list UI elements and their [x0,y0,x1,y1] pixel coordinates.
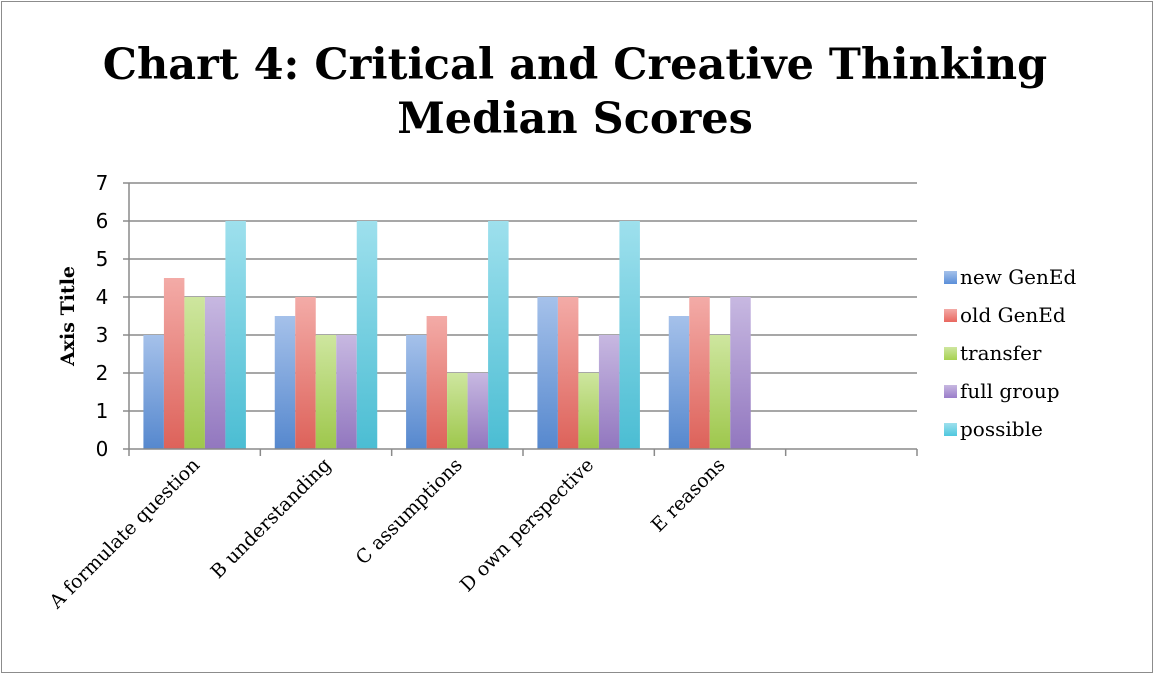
bar-new-gened-5 [668,316,690,449]
bar-old-gened-5 [689,297,710,449]
y-tick-label: 4 [96,285,109,309]
bar-possible-3 [488,221,509,449]
bar-full-group-1 [204,297,226,449]
chart-title-line-2: Median Scores [397,94,753,144]
bar-new-gened-1 [143,335,164,449]
legend-item-full-group: full group [944,372,1076,410]
y-tick-label: 6 [96,209,109,233]
legend-swatch [944,384,957,398]
chart-legend: new GenEd old GenEd transfer full group poss… [944,258,1076,448]
y-tick-label: 7 [96,171,109,195]
gridlines [123,182,917,450]
legend-item-possible: possible [944,410,1076,448]
bar-transfer-3 [447,373,468,449]
bar-old-gened-4 [557,297,579,449]
y-tick-labels: 0 1 2 3 4 5 6 7 [96,171,109,461]
bar-transfer-4 [578,373,599,449]
bar-old-gened-1 [163,278,185,449]
bar-full-group-2 [336,335,357,449]
legend-label: old GenEd [960,303,1066,327]
bar-possible-4 [619,221,640,449]
bar-new-gened-4 [537,297,558,449]
y-tick-label: 1 [96,399,109,423]
bar-transfer-1 [184,297,205,449]
legend-swatch [944,346,957,360]
bars [143,221,751,449]
y-tick-label: 3 [96,323,109,347]
legend-swatch [944,308,957,322]
x-category-label: D own perspective [456,454,598,596]
y-tick-label: 5 [96,247,109,271]
legend-item-transfer: transfer [944,334,1076,372]
chart-title-line-1: Chart 4: Critical and Creative Thinking [102,40,1048,90]
bar-possible-2 [356,221,378,449]
legend-label: new GenEd [960,265,1077,289]
bar-full-group-5 [730,297,751,449]
legend-item-old-gened: old GenEd [944,296,1076,334]
x-category-label: A formulate question [45,454,205,614]
x-category-label: C assumptions [352,454,467,569]
legend-label: full group [960,379,1060,403]
bar-transfer-5 [709,335,731,449]
chart-title: Chart 4: Critical and Creative Thinking … [0,38,1150,146]
x-category-label: B understanding [206,454,335,583]
legend-swatch [944,270,957,284]
bar-possible-1 [225,221,246,449]
bar-full-group-4 [598,335,620,449]
x-category-label: E reasons [647,454,730,537]
bar-transfer-2 [315,335,337,449]
legend-label: possible [960,417,1043,441]
axes [128,183,918,456]
bar-old-gened-3 [426,316,448,449]
y-tick-label: 0 [96,437,109,461]
y-axis-title: Axis Title [57,266,79,367]
category-labels: A formulate question B understanding C ass… [45,454,730,614]
y-tick-label: 2 [96,361,109,385]
bar-new-gened-3 [406,335,427,449]
bar-full-group-3 [467,373,489,449]
legend-label: transfer [960,341,1042,365]
bar-old-gened-2 [295,297,316,449]
bar-new-gened-2 [274,316,296,449]
legend-swatch [944,422,957,436]
legend-item-new-gened: new GenEd [944,258,1076,296]
